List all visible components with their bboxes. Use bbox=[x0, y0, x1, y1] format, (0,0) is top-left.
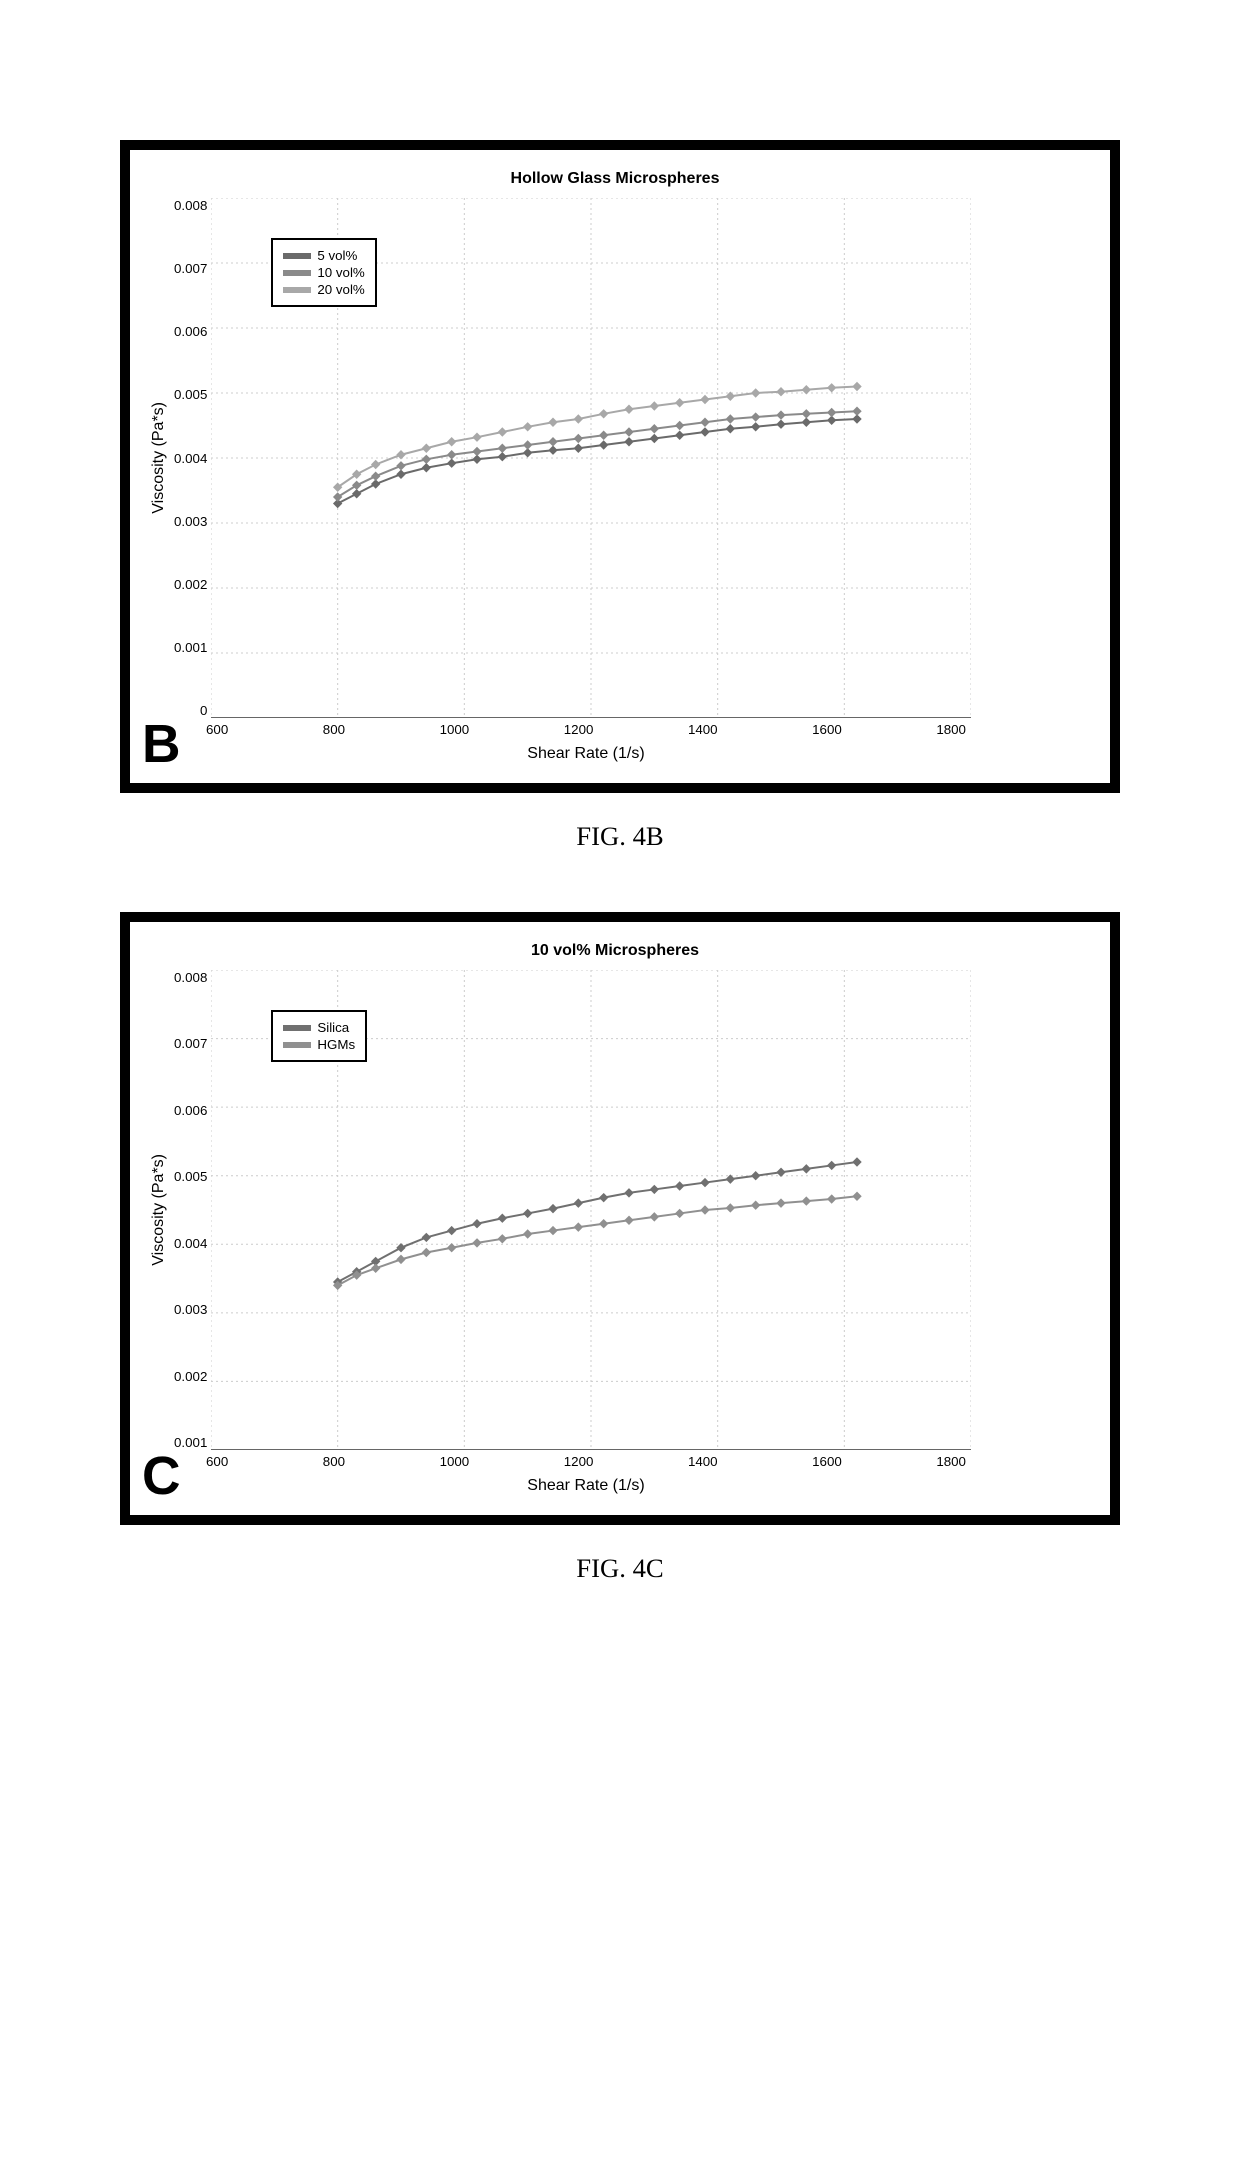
legend-label: 5 vol% bbox=[317, 248, 357, 263]
legend-swatch bbox=[283, 270, 311, 276]
legend-item: HGMs bbox=[283, 1037, 355, 1052]
ytick-label: 0.006 bbox=[174, 1103, 207, 1118]
panel-b-frame: Hollow Glass Microspheres Viscosity (Pa*… bbox=[120, 140, 1120, 793]
legend-item: 5 vol% bbox=[283, 248, 364, 263]
legend-swatch bbox=[283, 253, 311, 259]
ytick-label: 0 bbox=[200, 703, 207, 718]
xtick-label: 1200 bbox=[564, 1454, 594, 1469]
legend-item: Silica bbox=[283, 1020, 355, 1035]
chart-b-ylabel: Viscosity (Pa*s) bbox=[150, 402, 168, 514]
ytick-label: 0.005 bbox=[174, 387, 207, 402]
chart-c-xticks: 600 800 1000 1200 1400 1600 1800 bbox=[206, 1454, 966, 1469]
chart-c-yticks: 0.0080.0070.0060.0050.0040.0030.0020.001 bbox=[174, 970, 211, 1450]
chart-b-container: Viscosity (Pa*s) 0.0080.0070.0060.0050.0… bbox=[150, 198, 1080, 718]
chart-c-container: Viscosity (Pa*s) 0.008 0.007 0.006 0.005 0.0… bbox=[150, 970, 1080, 1450]
xtick-label: 800 bbox=[323, 1454, 345, 1469]
ytick-label: 0.002 bbox=[174, 577, 207, 592]
legend-swatch bbox=[283, 1025, 311, 1031]
xtick-label: 1400 bbox=[688, 1454, 718, 1469]
panel-b-letter: B bbox=[142, 714, 181, 775]
legend-label: HGMs bbox=[317, 1037, 355, 1052]
chart-b-title: Hollow Glass Microspheres bbox=[150, 170, 1080, 188]
ytick-label: 0.003 bbox=[174, 1302, 207, 1317]
ytick-label: 0.007 bbox=[174, 261, 207, 276]
ytick-label: 0.008 bbox=[174, 198, 207, 213]
legend-label: 10 vol% bbox=[317, 265, 364, 280]
ytick-label: 0.002 bbox=[174, 1369, 207, 1384]
chart-c-xlabel: Shear Rate (1/s) bbox=[206, 1477, 966, 1495]
chart-b-xticks: 600 800 1000 1200 1400 1600 1800 bbox=[206, 722, 966, 737]
ytick-label: 0.004 bbox=[174, 1236, 207, 1251]
chart-c-legend: Silica HGMs bbox=[271, 1010, 367, 1062]
chart-b-plot-area: 5 vol% 10 vol% 20 vol% bbox=[211, 198, 971, 718]
panel-c-wrap: 10 vol% Microspheres Viscosity (Pa*s) 0.… bbox=[120, 912, 1120, 1584]
ytick-label: 0.008 bbox=[174, 970, 207, 985]
xtick-label: 1800 bbox=[936, 722, 966, 737]
ytick-label: 0.003 bbox=[174, 514, 207, 529]
ytick-label: 0.005 bbox=[174, 1169, 207, 1184]
ytick-label: 0.004 bbox=[174, 451, 207, 466]
legend-label: Silica bbox=[317, 1020, 349, 1035]
xtick-label: 1000 bbox=[440, 722, 470, 737]
legend-label: 20 vol% bbox=[317, 282, 364, 297]
xtick-label: 1600 bbox=[812, 1454, 842, 1469]
chart-b-xlabel: Shear Rate (1/s) bbox=[206, 745, 966, 763]
chart-b-yticks: 0.008 0.007 0.006 0.005 0.004 0.003 0.002 0.001… bbox=[174, 198, 211, 718]
legend-item: 10 vol% bbox=[283, 265, 364, 280]
ytick-label: 0.006 bbox=[174, 324, 207, 339]
panel-c-frame: 10 vol% Microspheres Viscosity (Pa*s) 0.… bbox=[120, 912, 1120, 1525]
panel-b-wrap: Hollow Glass Microspheres Viscosity (Pa*… bbox=[120, 140, 1120, 852]
chart-b-legend: 5 vol% 10 vol% 20 vol% bbox=[271, 238, 376, 307]
xtick-label: 1800 bbox=[936, 1454, 966, 1469]
xtick-label: 1200 bbox=[564, 722, 594, 737]
legend-swatch bbox=[283, 1042, 311, 1048]
ytick-label: 0.001 bbox=[174, 640, 207, 655]
chart-c-plot-area: Silica HGMs bbox=[211, 970, 971, 1450]
xtick-label: 600 bbox=[206, 1454, 228, 1469]
chart-c-ylabel: Viscosity (Pa*s) bbox=[150, 1154, 168, 1266]
legend-item: 20 vol% bbox=[283, 282, 364, 297]
xtick-label: 600 bbox=[206, 722, 228, 737]
xtick-label: 1600 bbox=[812, 722, 842, 737]
panel-c-letter: C bbox=[142, 1446, 181, 1507]
panel-c-caption: FIG. 4C bbox=[120, 1553, 1120, 1584]
xtick-label: 1400 bbox=[688, 722, 718, 737]
page: Hollow Glass Microspheres Viscosity (Pa*… bbox=[0, 0, 1240, 1764]
xtick-label: 1000 bbox=[440, 1454, 470, 1469]
panel-b-caption: FIG. 4B bbox=[120, 821, 1120, 852]
ytick-label: 0.007 bbox=[174, 1036, 207, 1051]
xtick-label: 800 bbox=[323, 722, 345, 737]
legend-swatch bbox=[283, 287, 311, 293]
chart-c-title: 10 vol% Microspheres bbox=[150, 942, 1080, 960]
